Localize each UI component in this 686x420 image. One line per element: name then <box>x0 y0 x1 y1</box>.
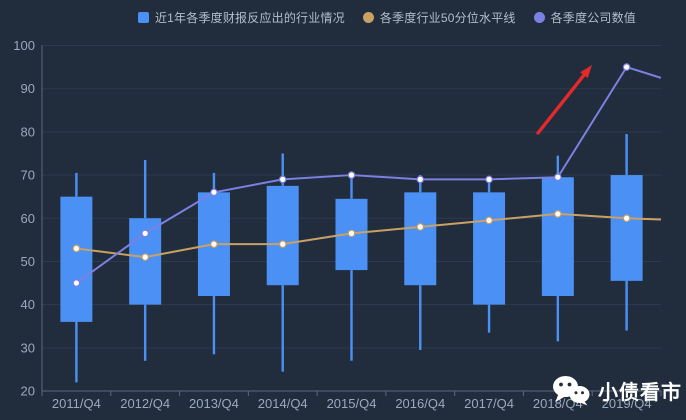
y-axis-label: 30 <box>21 340 35 355</box>
candle-body <box>404 192 437 286</box>
red-arrow-annotation <box>536 71 588 135</box>
candle-body <box>610 175 643 281</box>
data-point <box>141 229 149 238</box>
x-axis-label: 2016/Q4 <box>395 396 445 411</box>
data-point <box>210 188 218 197</box>
data-point <box>622 214 631 223</box>
x-axis-label: 2014/Q4 <box>258 396 308 411</box>
x-axis-label: 2015/Q4 <box>327 396 377 411</box>
data-point <box>485 216 493 225</box>
legend-item-percentile[interactable]: 各季度行业50分位水平线 <box>362 9 516 26</box>
red-arrow-head <box>580 65 592 79</box>
data-point <box>416 223 425 231</box>
data-point <box>72 244 81 253</box>
percentile-series-marker-icon <box>362 12 374 23</box>
data-point <box>554 210 562 218</box>
data-point <box>416 175 425 184</box>
data-point <box>554 173 562 182</box>
candlestick-series-marker-icon <box>137 12 149 23</box>
y-axis-label: 80 <box>21 124 35 139</box>
legend-item-industry[interactable]: 近1年各季度财报反应出的行业情况 <box>137 9 345 26</box>
company-series-marker-icon <box>533 12 545 23</box>
legend: 近1年各季度财报反应出的行业情况 各季度行业50分位水平线 各季度公司数值 <box>44 9 686 26</box>
data-point <box>72 279 81 287</box>
wechat-icon <box>553 376 590 406</box>
x-axis-label: 2017/Q4 <box>464 396 514 411</box>
x-axis-label: 2019/Q4 <box>602 396 652 411</box>
x-axis-label: 2018/Q4 <box>533 396 583 411</box>
data-point <box>141 253 149 261</box>
data-point <box>278 240 287 248</box>
x-axis-label: 2012/Q4 <box>120 396 170 411</box>
legend-label: 各季度行业50分位水平线 <box>379 11 516 25</box>
legend-item-company[interactable]: 各季度公司数值 <box>533 9 637 26</box>
data-point <box>210 240 218 248</box>
y-axis-label: 90 <box>21 81 35 96</box>
candle-body <box>266 185 299 286</box>
legend-label: 近1年各季度财报反应出的行业情况 <box>154 11 345 25</box>
data-point <box>278 175 287 184</box>
y-axis-label: 60 <box>21 211 35 226</box>
y-axis-label: 70 <box>21 168 35 183</box>
data-point <box>347 171 356 179</box>
data-point <box>347 229 356 238</box>
x-axis-label: 2013/Q4 <box>189 396 239 411</box>
x-axis-label: 2011/Q4 <box>52 396 101 411</box>
percentile-line <box>76 212 662 259</box>
watermark: 小债看市 <box>552 375 682 406</box>
data-point <box>485 175 493 184</box>
candle-body <box>541 177 574 296</box>
candle-body <box>60 196 93 322</box>
y-axis-label: 100 <box>13 38 35 53</box>
y-axis-label: 40 <box>21 297 35 312</box>
candle-body <box>473 192 506 305</box>
watermark-text: 小债看市 <box>598 382 682 404</box>
data-point <box>622 63 631 71</box>
company-line <box>75 66 662 284</box>
y-axis-label: 50 <box>21 254 35 269</box>
y-axis-label: 20 <box>21 384 35 399</box>
legend-label: 各季度公司数值 <box>550 11 637 25</box>
